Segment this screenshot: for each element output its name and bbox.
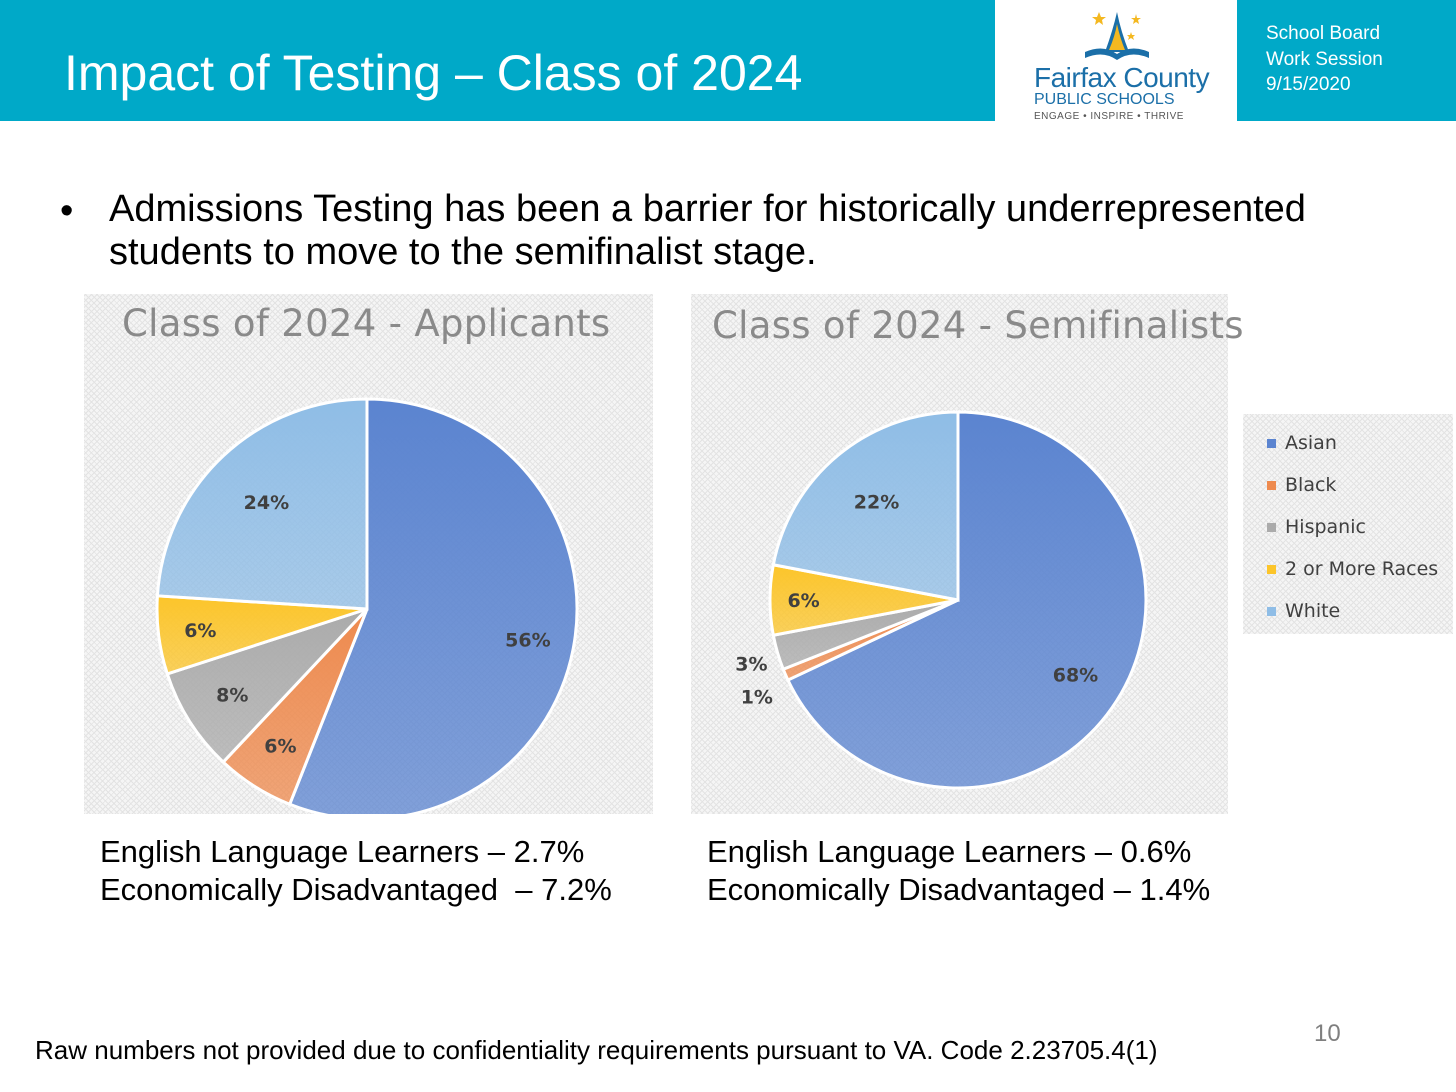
- header-bar: [0, 0, 995, 121]
- semifinalists-pie: 68% 1% 3% 6% 22%: [735, 410, 1148, 790]
- legend-label: 2 or More Races: [1285, 558, 1439, 580]
- semifinalists-ell-stat: English Language Learners – 0.6%: [707, 834, 1192, 869]
- legend-swatch: [1267, 481, 1276, 490]
- pie-data-label: 24%: [244, 492, 289, 514]
- chart-title: Class of 2024 - Semifinalists: [712, 304, 1244, 347]
- logo-tagline: ENGAGE • INSPIRE • THRIVE: [1034, 111, 1184, 122]
- logo-name: Fairfax County: [1034, 62, 1210, 93]
- pie-data-label: 3%: [735, 654, 767, 676]
- legend-label: White: [1285, 600, 1341, 622]
- pie-data-label: 6%: [184, 620, 216, 642]
- bullet-marker: •: [60, 190, 74, 232]
- page-number: 10: [1314, 1020, 1341, 1047]
- session-line-3: 9/15/2020: [1266, 74, 1351, 95]
- semifinalists-econ-stat: Economically Disadvantaged – 1.4%: [707, 872, 1211, 907]
- bullet-text: Admissions Testing has been a barrier fo…: [109, 188, 1306, 273]
- pie-data-label: 6%: [787, 590, 819, 612]
- logo-subtitle: PUBLIC SCHOOLS: [1034, 91, 1175, 108]
- applicants-chart: Class of 2024 - Applicants 56% 6% 8% 6% 24%: [84, 294, 653, 814]
- pie-slice-asian: [287, 397, 579, 814]
- pie-data-label: 1%: [741, 686, 773, 708]
- pie-slice-white: [771, 410, 960, 602]
- pie-data-label: 6%: [264, 736, 296, 758]
- pie-data-label: 22%: [854, 491, 899, 513]
- applicants-pie: 56% 6% 8% 6% 24%: [155, 397, 579, 814]
- legend-label: Black: [1285, 474, 1337, 496]
- semifinalists-chart: Class of 2024 - Semifinalists 68% 1% 3% 6% 2…: [691, 294, 1244, 814]
- legend-swatch: [1267, 439, 1276, 448]
- book-flame-icon: [1085, 12, 1149, 60]
- pie-slice-hispanic: [165, 607, 369, 765]
- session-box: [1237, 0, 1456, 121]
- fcps-logo: [995, 0, 1237, 121]
- legend-label: Asian: [1285, 432, 1337, 454]
- pie-data-label: 68%: [1053, 665, 1098, 687]
- legend-swatch: [1267, 523, 1276, 532]
- session-line-2: Work Session: [1266, 49, 1383, 70]
- session-line-1: School Board: [1266, 23, 1381, 44]
- chart-legend: Asian Black Hispanic 2 or More Races Whi…: [1243, 414, 1453, 634]
- applicants-ell-stat: English Language Learners – 2.7%: [100, 834, 585, 869]
- legend-swatch: [1267, 565, 1276, 574]
- applicants-econ-stat: Economically Disadvantaged – 7.2%: [100, 872, 612, 907]
- pie-data-label: 8%: [216, 685, 248, 707]
- pie-slice-asian: [785, 410, 1148, 790]
- legend-label: Hispanic: [1285, 516, 1366, 538]
- footnote: Raw numbers not provided due to confiden…: [35, 1035, 1158, 1065]
- pie-data-label: 56%: [505, 630, 550, 652]
- chart-title: Class of 2024 - Applicants: [122, 302, 611, 345]
- pie-slice-white: [155, 397, 369, 611]
- slide-title: Impact of Testing – Class of 2024: [64, 45, 803, 101]
- legend-swatch: [1267, 607, 1276, 616]
